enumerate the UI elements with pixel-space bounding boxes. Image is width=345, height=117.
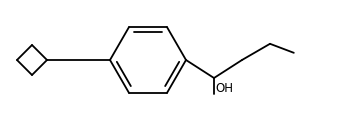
Text: OH: OH — [215, 82, 233, 95]
